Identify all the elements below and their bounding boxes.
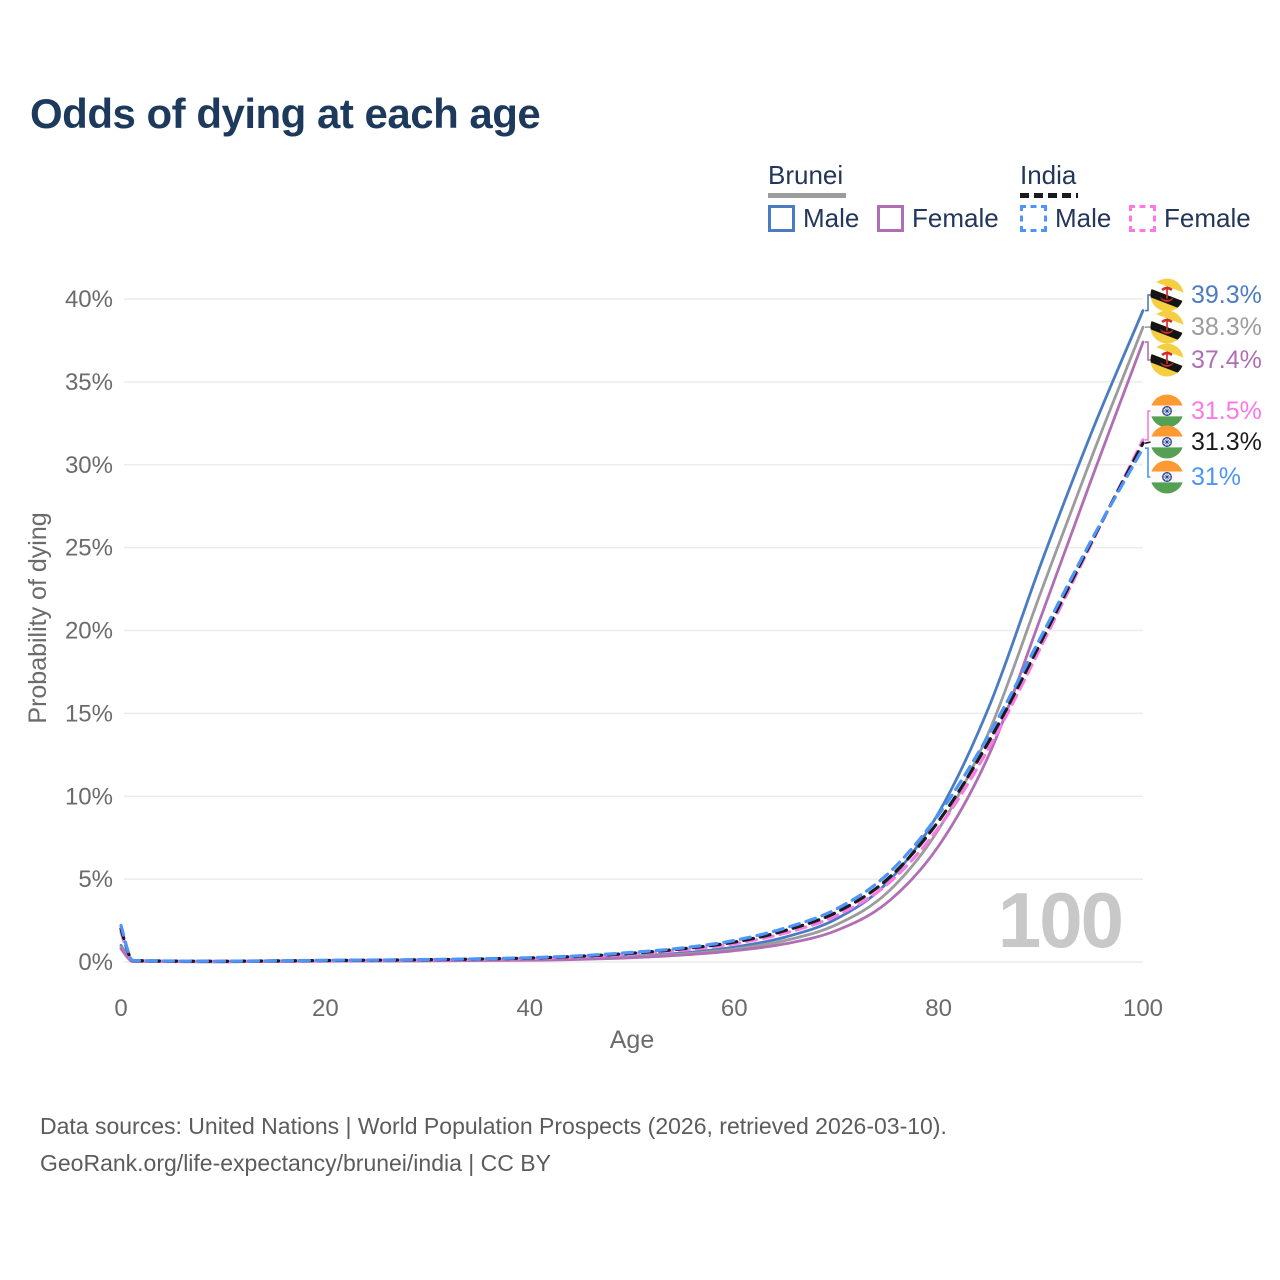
- legend-country-india-label: India: [1020, 160, 1077, 190]
- page-title: Odds of dying at each age: [30, 90, 541, 137]
- leader-line: [1145, 410, 1151, 441]
- india-flag-icon: [1150, 394, 1184, 428]
- series-line-india-male: [119, 446, 1145, 963]
- leader-line: [1144, 441, 1152, 444]
- india-flag-icon: [1150, 425, 1184, 459]
- brunei-flag-icon: [1150, 343, 1184, 377]
- end-label-row-india-both-sexes: 31.3%: [1150, 425, 1262, 459]
- india-line-style-key: [1020, 193, 1078, 198]
- end-label-value: 31.3%: [1191, 427, 1262, 456]
- x-tick-label: 80: [925, 995, 952, 1022]
- x-tick-label: 100: [1123, 995, 1163, 1022]
- footer-attribution: GeoRank.org/life-expectancy/brunei/india…: [40, 1150, 551, 1176]
- brunei-flag-icon: [1150, 278, 1184, 312]
- india-female-swatch-icon: [1129, 205, 1156, 232]
- end-label-row-india-male: 31%: [1150, 460, 1241, 494]
- brunei-male-swatch-icon: [768, 205, 795, 232]
- brunei-flag-icon: [1150, 310, 1184, 344]
- y-tick-label: 35%: [65, 369, 113, 396]
- y-tick-label: 5%: [78, 866, 113, 893]
- legend-item-label: Male: [1055, 203, 1112, 233]
- end-label-value: 31%: [1191, 462, 1242, 491]
- footer: Data sources: United Nations | World Pop…: [40, 1108, 947, 1182]
- end-label-row-brunei-male: 39.3%: [1150, 278, 1262, 312]
- end-label-row-brunei-female: 37.4%: [1150, 343, 1262, 377]
- footer-data-sources: Data sources: United Nations | World Pop…: [40, 1113, 947, 1139]
- y-tick-label: 0%: [78, 949, 113, 976]
- legend-item-india-male[interactable]: Male: [1020, 203, 1111, 234]
- y-axis-title: Probability of dying: [24, 512, 52, 723]
- legend-country-india[interactable]: India: [1020, 160, 1078, 198]
- x-tick-label: 0: [114, 995, 127, 1022]
- y-tick-label: 15%: [65, 700, 113, 727]
- legend-item-india-female[interactable]: Female: [1129, 203, 1251, 234]
- legend-item-label: Female: [912, 203, 999, 233]
- series-line-brunei-both-sexes: [119, 325, 1145, 964]
- end-label-value: 39.3%: [1191, 280, 1262, 309]
- legend-country-brunei-label: Brunei: [768, 160, 844, 190]
- legend-item-label: Male: [803, 203, 860, 233]
- leader-line: [1145, 294, 1151, 312]
- leader-line: [1145, 341, 1151, 361]
- leader-line: [1145, 447, 1151, 478]
- end-label-value: 37.4%: [1191, 345, 1262, 374]
- end-label-value: 38.3%: [1191, 312, 1262, 341]
- end-label-row-brunei-both-sexes: 38.3%: [1150, 310, 1262, 344]
- y-tick-label: 25%: [65, 535, 113, 562]
- brunei-line-style-key: [768, 193, 846, 198]
- end-label-value: 31.5%: [1191, 396, 1262, 425]
- legend-country-brunei[interactable]: Brunei: [768, 160, 846, 198]
- india-flag-icon: [1150, 460, 1184, 494]
- x-tick-label: 20: [312, 995, 339, 1022]
- brunei-female-swatch-icon: [877, 205, 904, 232]
- age-counter-watermark: 100: [998, 876, 1122, 964]
- x-tick-label: 60: [721, 995, 748, 1022]
- y-tick-label: 40%: [65, 286, 113, 313]
- legend-item-brunei-female[interactable]: Female: [877, 203, 999, 234]
- end-label-row-india-female: 31.5%: [1150, 394, 1262, 428]
- legend-item-label: Female: [1164, 203, 1251, 233]
- series-line-india-female: [119, 438, 1145, 963]
- series-line-brunei-male: [119, 309, 1145, 964]
- y-tick-label: 20%: [65, 618, 113, 645]
- y-tick-label: 10%: [65, 783, 113, 810]
- x-axis-title: Age: [610, 1026, 654, 1054]
- x-tick-label: 40: [516, 995, 543, 1022]
- india-male-swatch-icon: [1020, 205, 1047, 232]
- y-tick-label: 30%: [65, 452, 113, 479]
- legend-item-brunei-male[interactable]: Male: [768, 203, 859, 234]
- series-line-brunei-female: [119, 340, 1145, 964]
